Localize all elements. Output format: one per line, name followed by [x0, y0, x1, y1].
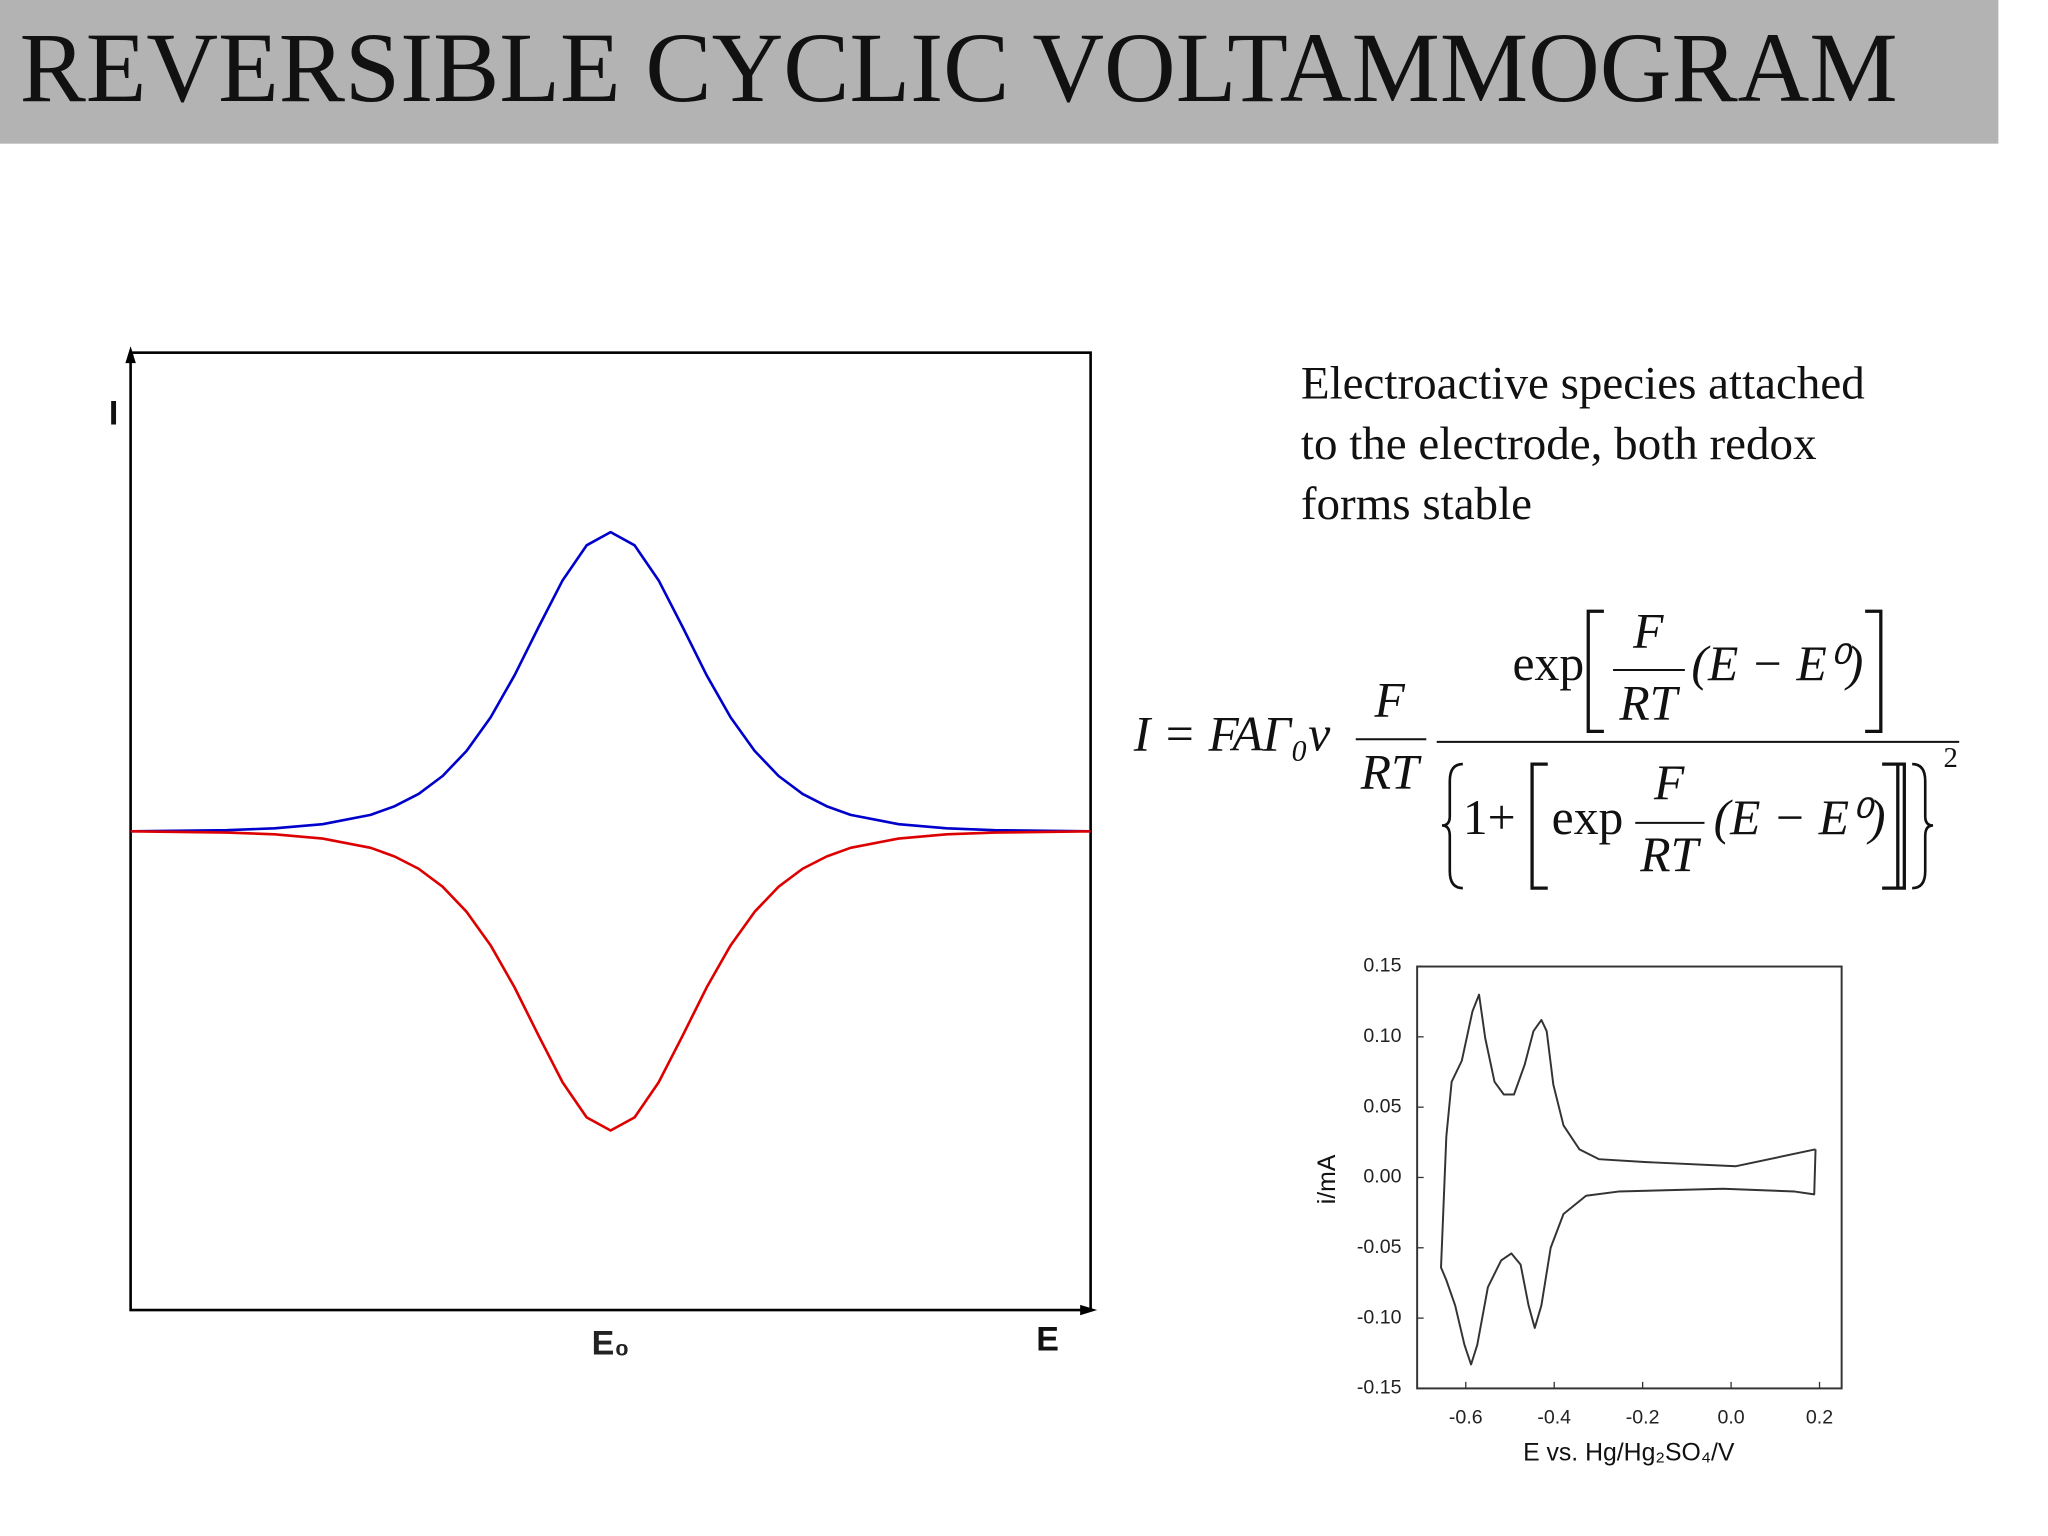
- x-tick-label: 0.0: [1717, 1407, 1744, 1429]
- equation-text: (E − E⁰): [1714, 790, 1886, 845]
- brace: [1441, 762, 1463, 890]
- description-line: to the electrode, both redox: [1301, 418, 1817, 470]
- equation: I = FAΓ₀v F RT exp F RT (E − E⁰) 1+ exp …: [1133, 603, 1960, 890]
- data-line: [1440, 993, 1817, 1366]
- plot-frame: [129, 351, 1092, 1312]
- x-tick-label: E₀: [592, 1324, 630, 1362]
- x-tick-label: 0.2: [1806, 1407, 1833, 1429]
- description-line: Electroactive species attached: [1301, 358, 1865, 410]
- x-tick-label: -0.6: [1449, 1407, 1483, 1429]
- y-tick-label: 0.10: [1363, 1025, 1401, 1047]
- y-axis-label: i/mA: [1314, 1154, 1341, 1204]
- y-tick-label: 0.15: [1363, 955, 1401, 977]
- equation-lhs: I = FAΓ₀v: [1133, 707, 1332, 762]
- equation-text: 1+: [1463, 790, 1516, 845]
- equation-text: F: [1632, 603, 1664, 658]
- title-bar: [0, 0, 1999, 144]
- axis-arrow: [125, 346, 136, 364]
- bracket: [1530, 762, 1548, 890]
- x-tick-label: -0.4: [1537, 1407, 1571, 1429]
- brace: [1912, 762, 1934, 890]
- equation-exponent: 2: [1944, 742, 1958, 774]
- y-tick-label: 0.00: [1363, 1166, 1401, 1188]
- equation-text: RT: [1639, 827, 1701, 882]
- y-tick-label: 0.05: [1363, 1095, 1401, 1117]
- schematic-frame: [125, 346, 1098, 1316]
- bracket: [1865, 609, 1883, 734]
- y-tick-label: -0.05: [1357, 1236, 1402, 1258]
- description-line: forms stable: [1301, 478, 1532, 530]
- y-tick-label: -0.10: [1357, 1306, 1402, 1328]
- equation-text: RT: [1360, 745, 1422, 800]
- x-axis-label: E: [1036, 1320, 1059, 1358]
- bracket: [1586, 609, 1604, 734]
- equation-text: RT: [1618, 675, 1680, 730]
- axis-arrow: [1080, 1304, 1098, 1316]
- title: REVERSIBLE CYCLIC VOLTAMMOGRAM: [20, 14, 1898, 123]
- x-axis-label: E vs. Hg/Hg₂SO₄/V: [1523, 1439, 1735, 1466]
- y-axis-label: I: [109, 394, 118, 432]
- equation-text: F: [1374, 673, 1406, 728]
- equation-text: (E − E⁰): [1691, 636, 1863, 691]
- x-tick-label: -0.2: [1626, 1407, 1660, 1429]
- y-tick-label: -0.15: [1357, 1377, 1402, 1399]
- equation-text: exp: [1512, 636, 1584, 691]
- data-line: [130, 830, 1091, 1132]
- bracket: [1882, 762, 1906, 890]
- equation-text: exp: [1552, 790, 1624, 845]
- equation-text: F: [1653, 755, 1685, 810]
- data-line: [130, 530, 1091, 833]
